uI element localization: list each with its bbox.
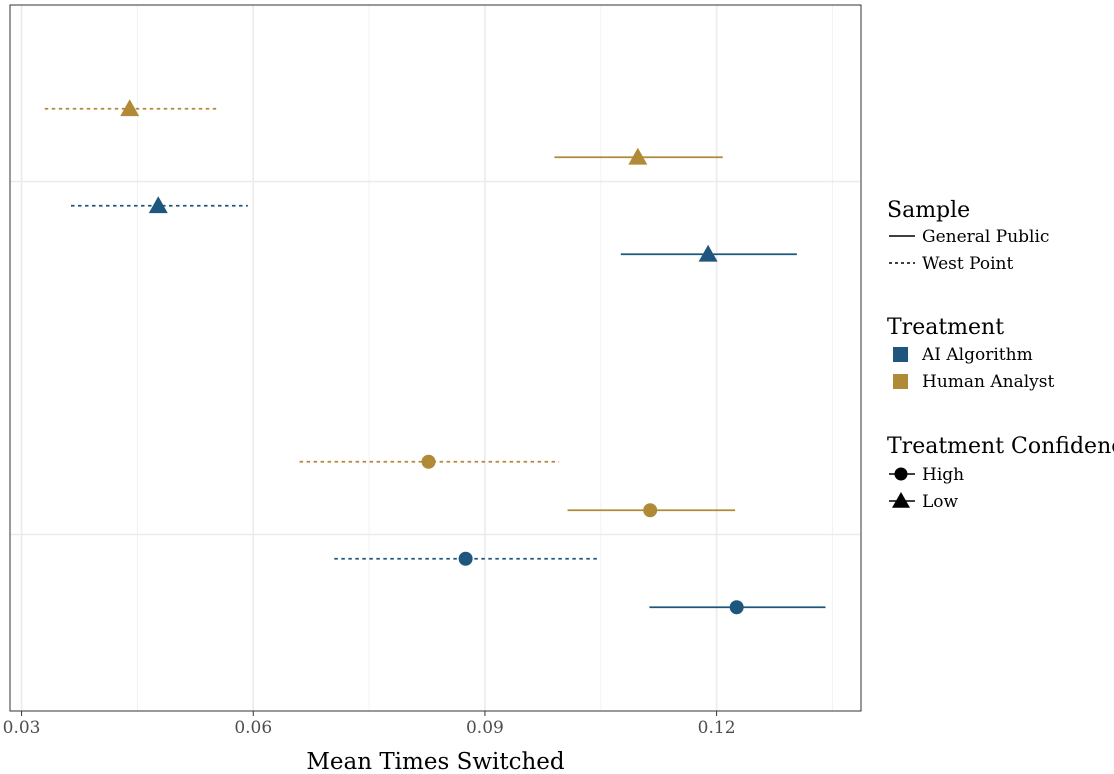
point-high-west-point-ai-algorithm — [458, 551, 473, 566]
legend-label-treatment: Human Analyst — [922, 372, 1055, 392]
legend-key-circle — [894, 467, 908, 481]
point-high-general-public-human-analyst — [643, 503, 658, 518]
legend-key-triangle — [892, 492, 910, 508]
x-tick-label: 0.03 — [3, 718, 41, 738]
x-tick-label: 0.06 — [234, 718, 272, 738]
chart-marks — [44, 99, 826, 615]
point-low-general-public-human-analyst — [628, 147, 648, 165]
legend-label-confidence: Low — [922, 492, 959, 512]
legend-title-sample: Sample — [887, 198, 970, 223]
legend-label-sample: West Point — [922, 254, 1013, 274]
point-low-west-point-human-analyst — [120, 99, 140, 117]
point-low-general-public-ai-algorithm — [698, 244, 718, 262]
point-high-west-point-human-analyst — [421, 454, 436, 469]
point-low-west-point-ai-algorithm — [148, 196, 168, 214]
x-axis-title: Mean Times Switched — [306, 749, 565, 774]
x-tick-label: 0.12 — [698, 718, 736, 738]
plot-panel-border — [9, 4, 862, 712]
legend-label-sample: General Public — [922, 227, 1049, 247]
legend-title-confidence: Treatment Confidence — [887, 434, 1114, 459]
legend-key-swatch — [893, 374, 908, 389]
legend: Sample General Public West Point Treatment A… — [887, 198, 1114, 512]
legend-label-treatment: AI Algorithm — [921, 345, 1033, 365]
legend-label-confidence: High — [922, 465, 964, 485]
x-axis: 0.03 0.06 0.09 0.12 — [3, 711, 736, 738]
point-high-general-public-ai-algorithm — [729, 600, 744, 615]
legend-title-treatment: Treatment — [887, 315, 1004, 340]
legend-key-swatch — [893, 347, 908, 362]
grid — [10, 5, 861, 711]
x-tick-label: 0.09 — [466, 718, 504, 738]
